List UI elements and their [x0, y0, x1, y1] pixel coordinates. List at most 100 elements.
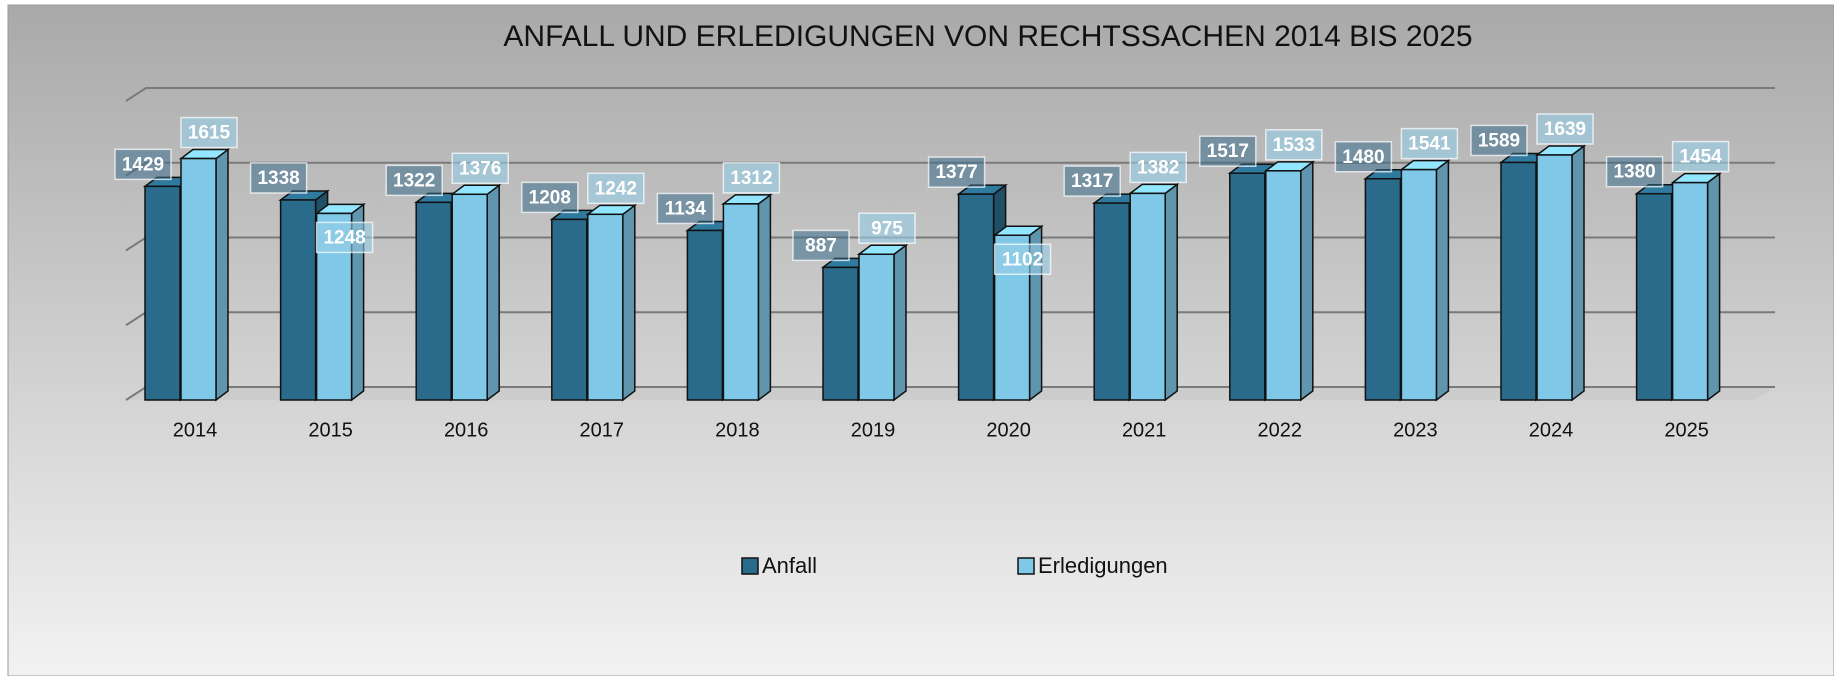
legend-label: Anfall [762, 553, 817, 578]
bar-front [858, 253, 895, 401]
x-tick-label: 2018 [715, 419, 760, 441]
bar-front [1671, 181, 1709, 401]
bar-front [144, 185, 181, 401]
data-label-box [993, 243, 1052, 276]
data-label: 1589 [1478, 130, 1520, 151]
data-label-box [1265, 129, 1323, 161]
data-label-box [180, 116, 238, 149]
bar-side [622, 203, 636, 402]
bar-front [180, 157, 217, 401]
bar-front [1364, 177, 1402, 401]
bar-side [1435, 159, 1450, 402]
data-label-box [587, 172, 645, 205]
data-label-box [315, 221, 374, 254]
bar-front [686, 229, 724, 401]
bar-side [215, 148, 229, 402]
bar [449, 183, 502, 402]
data-label-box [451, 152, 509, 185]
bar-front [1229, 172, 1266, 401]
bar [1534, 144, 1587, 402]
data-label: 1134 [665, 198, 707, 219]
data-label: 1615 [188, 123, 231, 144]
data-label: 1208 [529, 187, 571, 208]
x-tick-label: 2024 [1529, 419, 1574, 441]
data-label-box [1605, 155, 1664, 188]
data-label: 1312 [730, 168, 772, 189]
data-label: 1102 [1002, 249, 1043, 270]
x-tick-label: 2014 [173, 419, 218, 441]
data-label-box [1400, 127, 1459, 160]
bar-front [415, 201, 452, 401]
data-label: 975 [871, 218, 903, 239]
data-label: 1454 [1679, 147, 1722, 168]
bar-side [893, 243, 907, 402]
data-label: 1480 [1342, 147, 1384, 168]
bar-front [1093, 202, 1130, 401]
data-label: 1533 [1273, 135, 1315, 156]
bar-front [451, 193, 488, 401]
x-tick-label: 2023 [1393, 419, 1438, 441]
bar-side [1706, 172, 1721, 402]
x-tick-label: 2017 [580, 419, 625, 441]
bar-front [587, 213, 624, 401]
bar [585, 203, 638, 402]
x-tick-label: 2016 [444, 419, 489, 441]
bar-side [1571, 144, 1585, 402]
data-label: 1380 [1613, 162, 1655, 183]
bar-side [757, 193, 772, 402]
floor [126, 387, 1775, 400]
data-label-box [385, 164, 443, 197]
grid-line [125, 87, 1775, 102]
data-label-box [927, 156, 986, 188]
data-label: 1429 [122, 154, 164, 175]
x-tick-label: 2025 [1664, 419, 1709, 441]
bar [856, 243, 909, 402]
bar-front [822, 266, 859, 401]
legend-label: Erledigungen [1038, 553, 1168, 578]
data-label: 1639 [1544, 119, 1586, 140]
data-label-box [1671, 140, 1730, 173]
bar-side [486, 183, 500, 402]
x-tick-label: 2021 [1122, 419, 1167, 441]
data-label: 1317 [1071, 171, 1113, 192]
bar-front [551, 218, 588, 401]
bar [721, 193, 773, 402]
bar-front [1635, 192, 1673, 401]
data-label-box [1129, 151, 1187, 184]
data-label: 1248 [323, 227, 365, 248]
bar [178, 148, 231, 402]
bar-front [1129, 192, 1166, 401]
data-label: 1376 [459, 158, 501, 179]
data-label-box [792, 229, 850, 262]
bar-front [1265, 170, 1302, 401]
chart-title: ANFALL UND ERLEDIGUNGEN VON RECHTSSACHEN… [503, 20, 1472, 53]
bar-front [1400, 168, 1438, 401]
data-label-box [858, 212, 916, 244]
data-label: 1382 [1137, 157, 1179, 178]
bar-front [1500, 161, 1537, 401]
data-label-box [1063, 165, 1121, 197]
bar [1263, 160, 1316, 402]
data-label-box [1199, 135, 1257, 167]
x-tick-label: 2020 [986, 419, 1031, 441]
bar-front [279, 199, 317, 401]
bar-front [722, 203, 760, 401]
data-label: 1322 [393, 170, 435, 191]
legend-swatch [741, 557, 759, 575]
bar-front [1536, 154, 1573, 401]
data-label-box [114, 148, 172, 181]
legend-swatch [1017, 557, 1035, 575]
x-tick-label: 2019 [851, 419, 896, 441]
data-label-box [521, 181, 579, 214]
data-label: 887 [805, 235, 837, 256]
data-label: 1517 [1207, 141, 1249, 162]
data-label: 1242 [595, 178, 637, 199]
data-label-box [722, 162, 781, 194]
data-label-box [656, 192, 715, 225]
bar-front [957, 193, 995, 401]
data-label: 1541 [1408, 134, 1451, 155]
data-label: 1338 [257, 168, 299, 189]
data-label-box [1334, 140, 1393, 173]
data-label-box [1536, 113, 1594, 145]
